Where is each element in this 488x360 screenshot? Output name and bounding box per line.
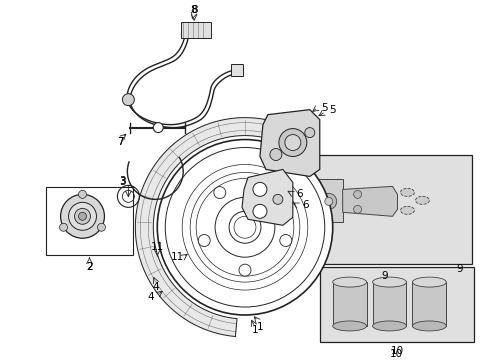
Circle shape bbox=[264, 186, 276, 199]
Bar bbox=[230, 64, 243, 76]
Circle shape bbox=[285, 135, 300, 150]
Text: 4: 4 bbox=[147, 292, 153, 302]
Text: 8: 8 bbox=[189, 5, 196, 15]
Ellipse shape bbox=[372, 321, 406, 331]
Polygon shape bbox=[135, 118, 273, 337]
Circle shape bbox=[353, 190, 361, 198]
Ellipse shape bbox=[332, 277, 366, 287]
Text: 1: 1 bbox=[251, 325, 258, 335]
Text: 11: 11 bbox=[150, 242, 163, 252]
Circle shape bbox=[324, 197, 332, 205]
Circle shape bbox=[278, 129, 306, 157]
Text: 11: 11 bbox=[170, 252, 183, 262]
Bar bbox=[319, 267, 473, 342]
Circle shape bbox=[68, 202, 96, 230]
Bar bbox=[332, 282, 366, 326]
Circle shape bbox=[157, 140, 332, 315]
Text: 4: 4 bbox=[152, 282, 158, 292]
Ellipse shape bbox=[411, 321, 446, 331]
Text: 3: 3 bbox=[119, 176, 125, 186]
Ellipse shape bbox=[411, 277, 446, 287]
Circle shape bbox=[304, 127, 314, 138]
Polygon shape bbox=[242, 170, 292, 225]
Circle shape bbox=[252, 183, 266, 196]
Polygon shape bbox=[314, 179, 342, 222]
Text: 6: 6 bbox=[296, 189, 303, 199]
Circle shape bbox=[252, 204, 266, 218]
Text: 3: 3 bbox=[119, 177, 125, 188]
Circle shape bbox=[279, 234, 291, 247]
Circle shape bbox=[198, 234, 210, 247]
Text: 1: 1 bbox=[256, 322, 263, 332]
Ellipse shape bbox=[400, 206, 414, 214]
Bar bbox=[411, 282, 446, 326]
Text: 9: 9 bbox=[381, 271, 387, 281]
Circle shape bbox=[153, 123, 163, 132]
Text: 6: 6 bbox=[302, 201, 308, 210]
Text: 7: 7 bbox=[117, 136, 123, 147]
Circle shape bbox=[269, 149, 281, 161]
Circle shape bbox=[79, 190, 86, 198]
Text: 2: 2 bbox=[86, 262, 93, 272]
Text: 10: 10 bbox=[389, 349, 402, 359]
Bar bbox=[297, 154, 471, 264]
Text: 7: 7 bbox=[117, 136, 123, 147]
Ellipse shape bbox=[372, 277, 406, 287]
Circle shape bbox=[320, 193, 336, 209]
Text: 9: 9 bbox=[455, 264, 462, 274]
Circle shape bbox=[61, 194, 104, 238]
Polygon shape bbox=[342, 186, 397, 216]
Ellipse shape bbox=[400, 188, 414, 196]
Bar bbox=[181, 22, 211, 38]
Circle shape bbox=[239, 264, 250, 276]
Text: 5: 5 bbox=[321, 103, 327, 113]
Circle shape bbox=[79, 212, 86, 220]
Circle shape bbox=[74, 208, 90, 224]
Bar bbox=[372, 282, 406, 326]
Circle shape bbox=[97, 223, 105, 231]
Ellipse shape bbox=[415, 196, 428, 204]
Text: 10: 10 bbox=[390, 346, 403, 356]
Text: 2: 2 bbox=[86, 262, 93, 272]
Circle shape bbox=[60, 223, 67, 231]
Circle shape bbox=[122, 94, 134, 106]
Bar bbox=[45, 188, 133, 255]
Circle shape bbox=[213, 186, 225, 199]
Text: 8: 8 bbox=[190, 5, 197, 15]
Ellipse shape bbox=[332, 321, 366, 331]
Polygon shape bbox=[260, 110, 319, 176]
Circle shape bbox=[353, 205, 361, 213]
Circle shape bbox=[272, 194, 282, 204]
Text: 5: 5 bbox=[329, 105, 335, 114]
